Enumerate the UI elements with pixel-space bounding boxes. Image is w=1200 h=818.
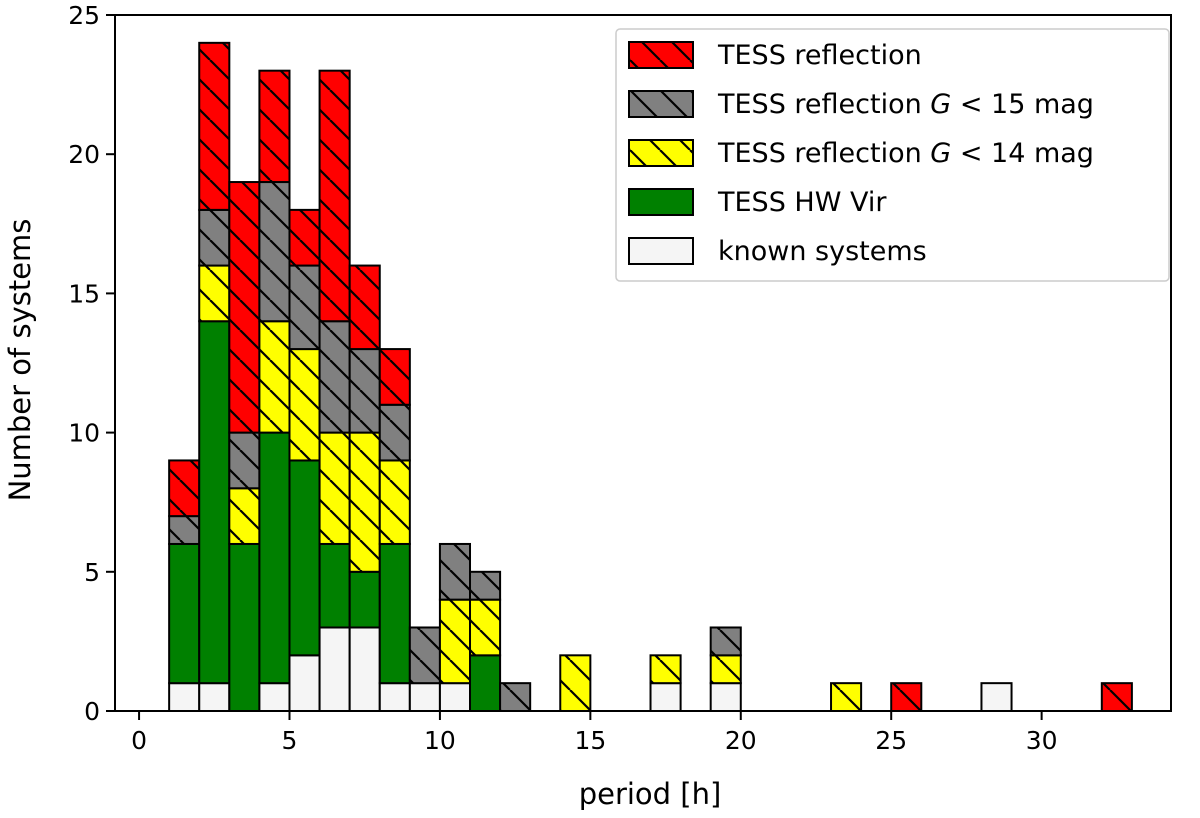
legend-label: TESS reflection G < 14 mag — [717, 138, 1094, 169]
bar-segment — [348, 570, 381, 629]
bar-segment — [168, 542, 201, 685]
legend-item: known systems — [628, 236, 927, 267]
bar-segment — [649, 682, 682, 711]
bar-segment-hatch — [409, 627, 440, 684]
bars-layer — [168, 41, 1133, 711]
y-axis-title: Number of systems — [3, 219, 37, 502]
legend-item: TESS reflection G < 15 mag — [628, 89, 1094, 120]
bar-segment-hatch — [379, 404, 410, 461]
bar-segment-hatch — [199, 42, 230, 210]
bar-segment — [980, 682, 1013, 711]
bar-segment — [198, 682, 231, 711]
legend-swatch-hatch — [629, 42, 693, 68]
bar-segment — [378, 682, 411, 711]
bar-segment — [469, 654, 502, 711]
bar-segment-hatch — [169, 460, 200, 517]
bar-segment — [408, 682, 441, 711]
legend-frame — [615, 28, 1170, 282]
legend-label: TESS HW Vir — [717, 187, 887, 218]
legend-swatch-hatch — [629, 91, 693, 117]
bar-segment-hatch — [710, 627, 741, 656]
y-tick-label: 15 — [68, 279, 100, 308]
bar-segment-hatch — [1101, 683, 1132, 711]
bar-segment-hatch — [349, 349, 380, 433]
legend-item: TESS HW Vir — [628, 187, 887, 218]
bar-segment-hatch — [229, 432, 260, 489]
bar-segment-hatch — [710, 655, 741, 684]
x-tick-label: 15 — [574, 726, 606, 755]
legend-swatch-hatch — [629, 140, 693, 166]
bar-segment-hatch — [500, 683, 531, 711]
bar-segment — [318, 542, 351, 629]
bar-segment-hatch — [259, 182, 290, 322]
bar-segment — [378, 542, 411, 685]
bar-segment-hatch — [169, 516, 200, 544]
y-tick-label: 0 — [84, 697, 100, 726]
bar-segment-hatch — [349, 265, 380, 350]
axes-layer: 0 5 10 15 20 25 30 0 5 10 15 20 25 — [68, 1, 1172, 755]
bar-segment — [438, 682, 472, 711]
bar-segment — [288, 654, 321, 711]
x-tick-label: 30 — [1026, 726, 1058, 755]
x-tick-label: 20 — [725, 726, 757, 755]
legend-label: known systems — [718, 236, 927, 267]
bar-segment-hatch — [289, 349, 320, 461]
x-tick-label: 25 — [875, 726, 907, 755]
bar-segment-hatch — [289, 209, 320, 266]
bar-segment — [258, 682, 291, 711]
bar-segment — [288, 459, 321, 657]
bar-segment — [198, 320, 231, 685]
bar-segment-hatch — [259, 321, 290, 433]
bar-segment-hatch — [289, 265, 320, 350]
y-tick-label: 10 — [68, 419, 100, 448]
bar-segment — [228, 542, 261, 711]
bar-segment-hatch — [319, 70, 350, 322]
bar-segment — [258, 431, 291, 685]
y-tick-label: 20 — [68, 140, 100, 169]
legend-item: TESS reflection G < 14 mag — [628, 138, 1094, 169]
bar-segment — [168, 682, 201, 711]
bar-segment — [709, 682, 742, 711]
bar-segment-hatch — [379, 460, 410, 544]
y-tick-label: 5 — [84, 558, 100, 587]
bar-segment-hatch — [319, 321, 350, 433]
legend-swatch — [628, 237, 694, 265]
bar-segment-hatch — [439, 599, 471, 684]
bar-segment-hatch — [560, 655, 591, 711]
bar-segment-hatch — [199, 265, 230, 322]
bar-segment-hatch — [229, 488, 260, 544]
legend: TESS reflection TESS reflection G < 15 ma… — [615, 28, 1170, 282]
x-tick-label: 0 — [131, 726, 147, 755]
bar-segment-hatch — [439, 543, 471, 600]
legend-item: TESS reflection — [628, 40, 922, 71]
bar-segment-hatch — [379, 349, 410, 405]
bar-segment-hatch — [831, 683, 862, 711]
bar-segment-hatch — [891, 683, 922, 711]
legend-label: TESS reflection G < 15 mag — [717, 89, 1094, 120]
bar-segment-hatch — [650, 655, 681, 684]
bar-segment-hatch — [470, 599, 501, 656]
bar-segment-hatch — [199, 209, 230, 266]
plot-frame — [114, 14, 1172, 712]
legend-label: TESS reflection — [717, 40, 922, 71]
x-tick-label: 10 — [424, 726, 456, 755]
bar-segment-hatch — [349, 432, 380, 572]
bar-segment — [318, 626, 351, 711]
bar-segment-hatch — [470, 571, 501, 600]
bar-segment-hatch — [229, 182, 260, 433]
x-axis-title: period [h] — [579, 777, 722, 811]
y-tick-label: 25 — [68, 1, 100, 30]
bar-segment-hatch — [319, 432, 350, 544]
bar-segment — [348, 626, 381, 711]
bar-segment-hatch — [259, 70, 290, 183]
legend-swatch — [628, 188, 694, 216]
x-tick-label: 5 — [282, 726, 298, 755]
